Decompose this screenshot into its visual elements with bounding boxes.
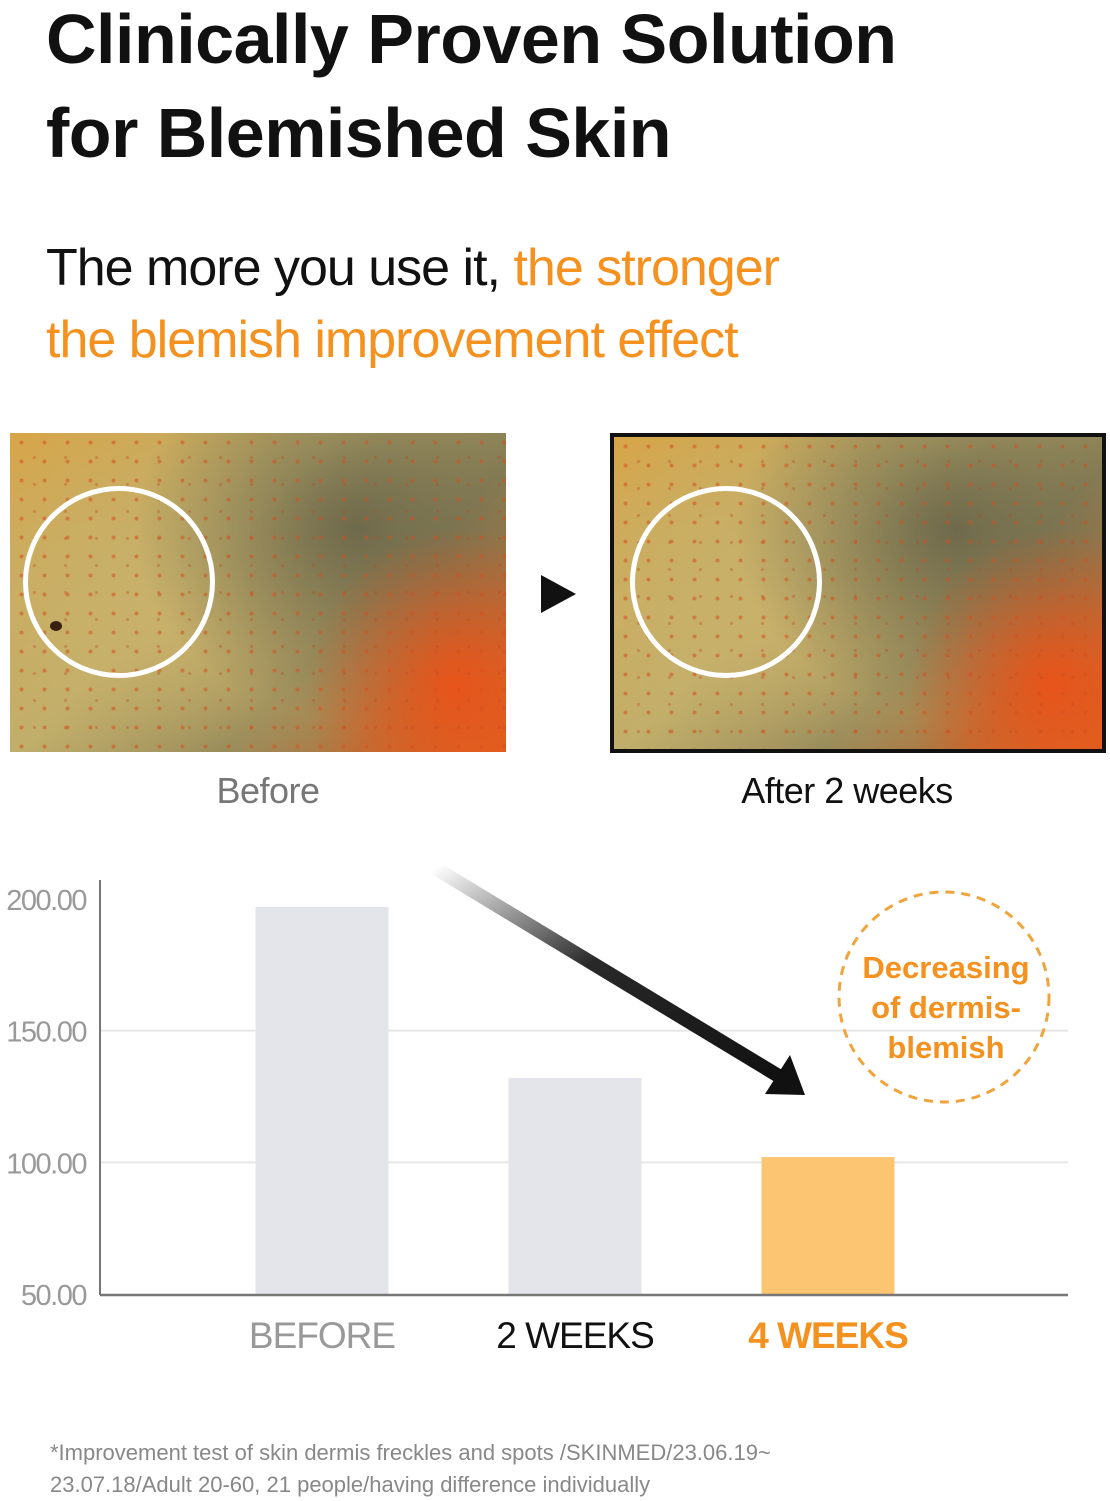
y-tick-label: 200.00 bbox=[6, 885, 86, 917]
x-tick-label: 2 WEEKS bbox=[496, 1315, 654, 1356]
play-triangle-icon bbox=[541, 575, 576, 613]
bar-chart: 50.00 100.00 150.00 200.00 BEFORE 2 WEEKS 4 W… bbox=[6, 862, 1068, 1356]
before-caption: Before bbox=[216, 770, 320, 811]
bar-4-weeks bbox=[761, 1157, 895, 1294]
annotation-line-1: Decreasing bbox=[862, 950, 1029, 985]
subheadline-highlight-1: the stronger bbox=[513, 239, 779, 297]
after-photo bbox=[610, 433, 1106, 753]
highlight-circle bbox=[630, 486, 822, 678]
x-tick-label: 4 WEEKS bbox=[748, 1315, 908, 1356]
before-photo bbox=[10, 433, 506, 752]
y-tick-label: 100.00 bbox=[6, 1148, 86, 1180]
annotation-dashed-circle bbox=[837, 890, 1051, 1104]
x-tick-label: BEFORE bbox=[249, 1315, 395, 1356]
subheadline-plain: The more you use it, bbox=[46, 239, 514, 297]
subheadline: The more you use it, the stronger the bl… bbox=[46, 232, 780, 376]
trend-arrow-icon bbox=[431, 862, 805, 1095]
headline-line-2: for Blemished Skin bbox=[46, 94, 672, 172]
headline-line-1: Clinically Proven Solution bbox=[46, 0, 897, 78]
after-caption: After 2 weeks bbox=[741, 770, 953, 811]
headline: Clinically Proven Solution for Blemished… bbox=[46, 0, 897, 180]
annotation-line-2: of dermis- bbox=[871, 990, 1021, 1025]
y-tick-label: 50.00 bbox=[21, 1280, 86, 1312]
annotation-line-3: blemish bbox=[887, 1030, 1004, 1065]
highlight-circle bbox=[23, 486, 215, 678]
footnote-line-2: 23.07.18/Adult 20-60, 21 people/having d… bbox=[50, 1472, 651, 1497]
footnote: *Improvement test of skin dermis freckle… bbox=[50, 1437, 771, 1501]
subheadline-highlight-2: the blemish improvement effect bbox=[46, 311, 739, 369]
bar-2-weeks bbox=[508, 1078, 642, 1294]
y-tick-label: 150.00 bbox=[6, 1017, 86, 1049]
bar-before bbox=[255, 906, 389, 1294]
footnote-line-1: *Improvement test of skin dermis freckle… bbox=[50, 1440, 771, 1465]
